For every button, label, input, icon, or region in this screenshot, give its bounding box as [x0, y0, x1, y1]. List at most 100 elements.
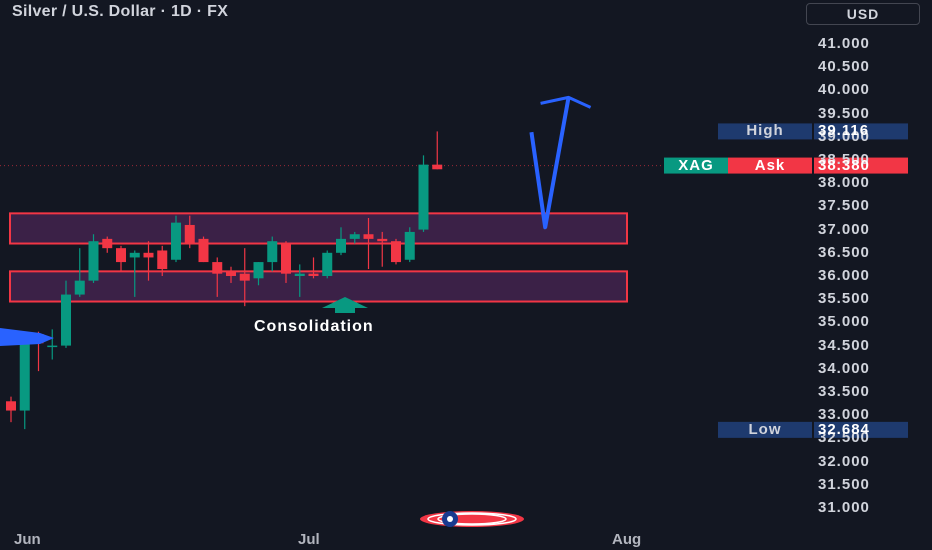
- candle-body: [47, 345, 58, 348]
- high-tag-bg: [718, 123, 812, 140]
- candle: [74, 248, 85, 297]
- projection-path: [529, 97, 571, 230]
- x-tick-label: Jul: [298, 531, 320, 548]
- low-value-bg: [814, 421, 908, 438]
- high-tag-value: 39.116: [818, 122, 870, 140]
- candle-body: [212, 262, 223, 274]
- candle-body: [116, 248, 126, 263]
- y-tick-label: 31.500: [818, 475, 870, 493]
- candle-body: [88, 241, 99, 281]
- candle-body: [239, 273, 250, 281]
- candle-body: [322, 252, 333, 276]
- entry-arrow-icon: [0, 328, 54, 346]
- candle: [253, 262, 264, 286]
- y-tick-label: 40.000: [818, 81, 870, 99]
- candle-body: [267, 241, 278, 263]
- y-tick-label: 36.000: [818, 267, 870, 284]
- xag-symbol-tag: XAG: [678, 156, 714, 174]
- candle: [88, 234, 99, 283]
- candle: [391, 238, 401, 265]
- ask-tag-bg: [728, 157, 812, 174]
- candle-body: [61, 294, 71, 346]
- candle-body: [432, 164, 443, 170]
- candle: [349, 231, 360, 244]
- candle: [418, 155, 429, 232]
- y-tick-label: 39.500: [818, 104, 870, 122]
- y-tick-label: 35.000: [818, 313, 870, 331]
- candle-body: [129, 252, 140, 258]
- y-tick-label: 34.000: [818, 359, 870, 377]
- xag-tag-bg: [664, 157, 728, 174]
- y-tick-label: 38.000: [818, 174, 870, 192]
- candle-body: [226, 271, 236, 276]
- x-tick-label: Aug: [612, 531, 642, 548]
- candle-body: [404, 231, 415, 260]
- candle: [102, 236, 113, 253]
- currency-button[interactable]: USD: [806, 3, 920, 25]
- candle: [198, 236, 209, 263]
- candle-body: [102, 238, 113, 249]
- y-tick-label: 37.500: [818, 197, 870, 215]
- up-arrow-icon: [322, 297, 368, 313]
- high-value-bg: [814, 123, 908, 140]
- candle-body: [281, 243, 291, 274]
- ask-tag-value: 38.380: [818, 156, 870, 174]
- candle-body: [184, 224, 195, 244]
- candle: [294, 264, 305, 297]
- zone-lower: [9, 270, 628, 303]
- candle-body: [171, 222, 181, 260]
- candle: [184, 215, 195, 249]
- high-tag-label: High: [746, 122, 784, 140]
- candle-body: [74, 280, 85, 295]
- candle: [432, 131, 443, 170]
- y-tick-label: 37.000: [818, 220, 870, 238]
- candle: [143, 241, 154, 281]
- candle-body: [363, 234, 374, 239]
- candle-body: [418, 164, 429, 230]
- candle: [226, 266, 236, 283]
- y-tick-label: 38.500: [818, 151, 870, 168]
- ask-value-bg: [814, 157, 908, 174]
- candle-body: [143, 252, 154, 258]
- y-tick-label: 36.500: [818, 243, 870, 261]
- y-tick-label: 34.500: [818, 336, 870, 354]
- candle-body: [198, 238, 209, 263]
- y-tick-label: 40.500: [818, 58, 870, 76]
- y-tick-label: 31.000: [818, 499, 870, 516]
- candle-body: [294, 273, 305, 276]
- candle: [322, 250, 333, 279]
- zone-upper: [9, 212, 628, 245]
- candle: [377, 231, 388, 267]
- candle-body: [377, 238, 388, 242]
- y-tick-label: 32.000: [818, 452, 870, 470]
- candle: [61, 280, 71, 348]
- x-tick-label: Jun: [14, 531, 41, 548]
- candlestick-series: [6, 131, 443, 430]
- ask-tag-label: Ask: [754, 156, 786, 174]
- support-resistance-zones: [9, 212, 628, 303]
- candle-body: [253, 262, 264, 279]
- candle: [212, 257, 223, 297]
- y-tick-label: 32.500: [818, 429, 870, 447]
- low-tag-bg: [718, 421, 812, 438]
- price-tags: [664, 123, 908, 438]
- candle: [116, 245, 126, 272]
- candle: [267, 236, 278, 272]
- consolidation-annotation: Consolidation: [254, 318, 374, 335]
- candle: [308, 257, 319, 279]
- candle-body: [308, 273, 319, 276]
- y-tick-label: 33.500: [818, 383, 870, 400]
- low-tag-label: Low: [748, 420, 782, 438]
- y-tick-label: 33.000: [818, 406, 870, 424]
- candle: [47, 329, 58, 360]
- us-flag-logo-icon: [420, 511, 524, 527]
- candle: [404, 227, 415, 263]
- candle: [281, 241, 291, 283]
- candle: [239, 248, 250, 307]
- y-tick-label: 39.000: [818, 127, 870, 145]
- candle: [363, 218, 374, 270]
- candle-body: [391, 241, 401, 263]
- candle-body: [157, 250, 168, 270]
- low-tag-value: 32.684: [818, 420, 870, 438]
